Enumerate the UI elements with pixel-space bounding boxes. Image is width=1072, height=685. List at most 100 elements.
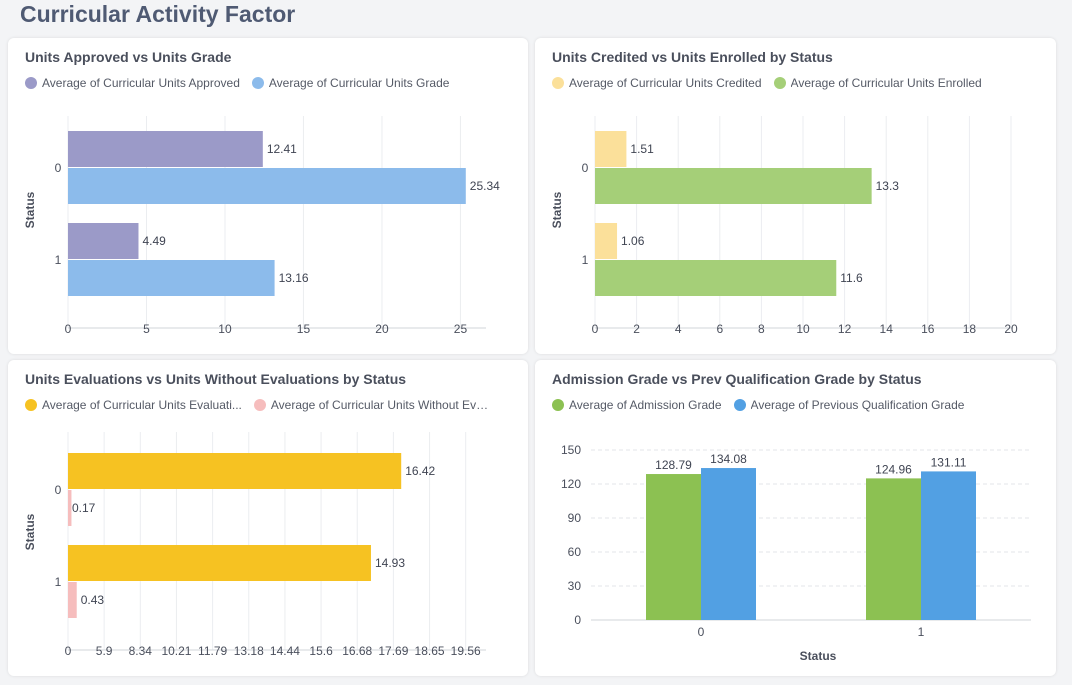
chart-legend: Average of Curricular Units Evaluati... A… [25, 398, 491, 412]
chart-plot: 0 5 10 15 20 25 Status 0 12.41 25.34 1 4.49 13.16 [23, 116, 500, 336]
bar[interactable] [701, 468, 756, 620]
x-tick-label: 0 [65, 644, 72, 658]
chart-title: Units Credited vs Units Enrolled by Stat… [552, 49, 833, 65]
x-tick-label: 10 [218, 322, 232, 336]
bar[interactable] [68, 223, 139, 259]
legend-item[interactable]: Average of Previous Qualification Grade [733, 398, 964, 412]
legend-swatch [773, 77, 786, 89]
legend-item[interactable]: Average of Curricular Units Grade [251, 76, 449, 90]
legend-swatch [552, 399, 564, 411]
x-tick-label: 18 [963, 322, 977, 336]
bar[interactable] [646, 474, 701, 620]
y-tick-label: 0 [582, 161, 589, 175]
x-tick-label: 12 [838, 322, 852, 336]
x-tick-label: 4 [675, 322, 682, 336]
bar[interactable] [68, 453, 402, 489]
legend-swatch [251, 77, 264, 89]
x-tick-label: 13.18 [234, 644, 264, 658]
bar[interactable] [595, 168, 872, 204]
chart-legend: Average of Admission Grade Average of Pre… [552, 398, 964, 412]
bar[interactable] [595, 260, 837, 296]
data-label: 13.16 [279, 271, 309, 285]
y-tick-label: 120 [561, 477, 581, 491]
chart-title: Units Approved vs Units Grade [25, 49, 232, 65]
x-tick-label: 8 [758, 322, 765, 336]
y-tick-label: 0 [55, 161, 62, 175]
x-tick-label: 14 [880, 322, 894, 336]
chart-plot: 0 30 60 90 120 150 128.79 134.08 0 124.96 131.11 1 S… [561, 443, 1031, 663]
legend-swatch [25, 77, 37, 89]
x-tick-label: 14.44 [270, 644, 300, 658]
data-label: 134.08 [710, 452, 747, 466]
x-tick-label: 11.79 [198, 644, 227, 658]
data-label: 12.41 [267, 142, 297, 156]
x-tick-label: 0 [65, 322, 72, 336]
data-label: 13.3 [876, 179, 900, 193]
bar[interactable] [68, 490, 72, 526]
x-tick-label: 10.21 [161, 644, 191, 658]
x-tick-label: 16 [921, 322, 935, 336]
legend-item[interactable]: Average of Curricular Units Approved [25, 76, 240, 90]
legend-item[interactable]: Average of Curricular Units Evaluati... [25, 398, 242, 412]
x-tick-label: 0 [698, 625, 705, 639]
legend-item[interactable]: Average of Curricular Units Without Eval… [253, 398, 491, 412]
y-axis-label: Status [23, 191, 37, 228]
x-tick-label: 20 [1004, 322, 1018, 336]
data-label: 1.06 [621, 234, 645, 248]
legend-swatch [733, 399, 746, 411]
y-tick-label: 0 [574, 613, 581, 627]
bar[interactable] [68, 131, 263, 167]
x-tick-label: 0 [592, 322, 599, 336]
x-tick-label: 8.34 [129, 644, 153, 658]
legend-item[interactable]: Average of Curricular Units Enrolled [773, 76, 982, 90]
y-tick-label: 1 [582, 253, 589, 267]
y-tick-label: 30 [568, 579, 582, 593]
y-tick-label: 1 [55, 575, 62, 589]
data-label: 11.6 [840, 271, 863, 285]
y-tick-label: 1 [55, 253, 62, 267]
x-tick-label: 17.69 [378, 644, 408, 658]
x-tick-label: 19.56 [451, 644, 481, 658]
data-label: 131.11 [931, 455, 967, 469]
data-label: 4.49 [142, 234, 166, 248]
x-tick-label: 1 [918, 625, 925, 639]
bar[interactable] [866, 478, 921, 620]
y-tick-label: 90 [568, 511, 582, 525]
x-tick-label: 18.65 [415, 644, 445, 658]
chart-title: Units Evaluations vs Units Without Evalu… [25, 371, 407, 387]
data-label: 0.17 [72, 501, 96, 515]
data-label: 0.43 [81, 593, 105, 607]
data-label: 14.93 [375, 556, 405, 570]
chart-title: Admission Grade vs Prev Qualification Gr… [552, 371, 922, 387]
y-axis-label: Status [550, 191, 564, 228]
legend-item[interactable]: Average of Admission Grade [552, 398, 722, 412]
y-axis-label: Status [23, 513, 37, 550]
bar[interactable] [68, 260, 275, 296]
bar[interactable] [921, 471, 976, 620]
x-tick-label: 5.9 [96, 644, 113, 658]
chart-legend: Average of Curricular Units Approved Aver… [25, 76, 449, 90]
data-label: 25.34 [470, 179, 500, 193]
data-label: 16.42 [405, 464, 435, 478]
x-tick-label: 16.68 [342, 644, 372, 658]
x-tick-label: 6 [716, 322, 723, 336]
y-tick-label: 150 [561, 443, 581, 457]
chart-plot: 0 5.9 8.34 10.21 11.79 13.18 14.44 15.6 16.68 17.… [23, 432, 486, 658]
bar[interactable] [595, 131, 627, 167]
data-label: 128.79 [655, 458, 692, 472]
chart-card-units-approved: Units Approved vs Units Grade Average of … [8, 38, 528, 354]
x-tick-label: 5 [143, 322, 150, 336]
bar[interactable] [595, 223, 618, 259]
x-tick-label: 15 [297, 322, 311, 336]
bar[interactable] [68, 582, 77, 618]
x-tick-label: 10 [796, 322, 810, 336]
x-axis-label: Status [800, 649, 837, 663]
chart-card-units-evaluations: Units Evaluations vs Units Without Evalu… [8, 360, 528, 676]
bar[interactable] [68, 545, 371, 581]
x-tick-label: 20 [375, 322, 389, 336]
legend-item[interactable]: Average of Curricular Units Credited [552, 76, 762, 90]
bar[interactable] [68, 168, 466, 204]
chart-plot: 0 2 4 6 8 10 12 14 16 18 20 Status 0 1.51 13.3 1 1.06 11.… [550, 116, 1018, 336]
data-label: 124.96 [875, 462, 912, 476]
x-tick-label: 2 [633, 322, 640, 336]
